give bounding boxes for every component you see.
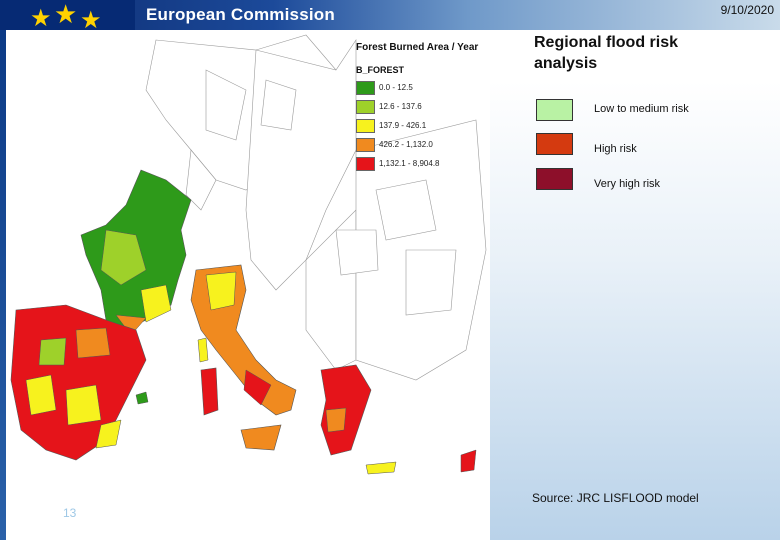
unclassified-regions <box>145 34 487 381</box>
sicily-region <box>240 424 282 451</box>
risk-swatch <box>536 99 573 121</box>
risk-legend-item: Low to medium risk <box>536 99 689 121</box>
panel-title: Regional flood risk analysis <box>534 34 679 72</box>
star-icon: ★ <box>30 4 52 32</box>
star-icon: ★ <box>54 0 78 30</box>
slide-number: 13 <box>63 506 77 520</box>
map-legend-item: 1,132.1 - 8,904.8 <box>356 156 482 171</box>
slide-date: 9/10/2020 <box>720 3 774 17</box>
sardinia-region <box>200 367 219 416</box>
legend-label: 426.2 - 1,132.0 <box>379 140 433 149</box>
header-banner: ★ ★ ★ European Commission 9/10/2020 <box>0 0 780 34</box>
risk-swatch <box>536 168 573 190</box>
map-legend-item: 0.0 - 12.5 <box>356 80 482 95</box>
map-legend-item: 12.6 - 137.6 <box>356 99 482 114</box>
legend-swatch <box>356 99 375 114</box>
risk-label: High risk <box>594 143 637 155</box>
risk-legend-item: High risk <box>536 133 637 155</box>
risk-swatch <box>536 133 573 155</box>
map-legend-subtitle: B_FOREST <box>356 65 405 75</box>
map-legend: Forest Burned Area / Year B_FOREST 0.0 -… <box>356 42 482 171</box>
legend-swatch <box>356 118 375 133</box>
europe-forest-map: Forest Burned Area / Year B_FOREST 0.0 -… <box>6 30 490 540</box>
map-legend-title: Forest Burned Area / Year <box>356 42 479 53</box>
legend-label: 12.6 - 137.6 <box>379 102 422 111</box>
map-legend-item: 426.2 - 1,132.0 <box>356 137 482 152</box>
legend-label: 0.0 - 12.5 <box>379 83 413 92</box>
star-icon: ★ <box>80 6 102 34</box>
legend-label: 1,132.1 - 8,904.8 <box>379 159 440 168</box>
risk-legend-item: Very high risk <box>536 168 660 190</box>
legend-swatch <box>356 137 375 152</box>
map-legend-item: 137.9 - 426.1 <box>356 118 482 133</box>
map-graphic <box>10 34 487 475</box>
risk-label: Very high risk <box>594 178 661 190</box>
eu-flag-logo: ★ ★ ★ <box>0 0 135 34</box>
legend-swatch <box>356 156 375 171</box>
source-note: Source: JRC LISFLOOD model <box>532 491 699 505</box>
left-border <box>0 30 6 540</box>
organization-name: European Commission <box>146 5 335 24</box>
legend-swatch <box>356 80 375 95</box>
legend-label: 137.9 - 426.1 <box>379 121 427 130</box>
risk-label: Low to medium risk <box>594 103 689 115</box>
